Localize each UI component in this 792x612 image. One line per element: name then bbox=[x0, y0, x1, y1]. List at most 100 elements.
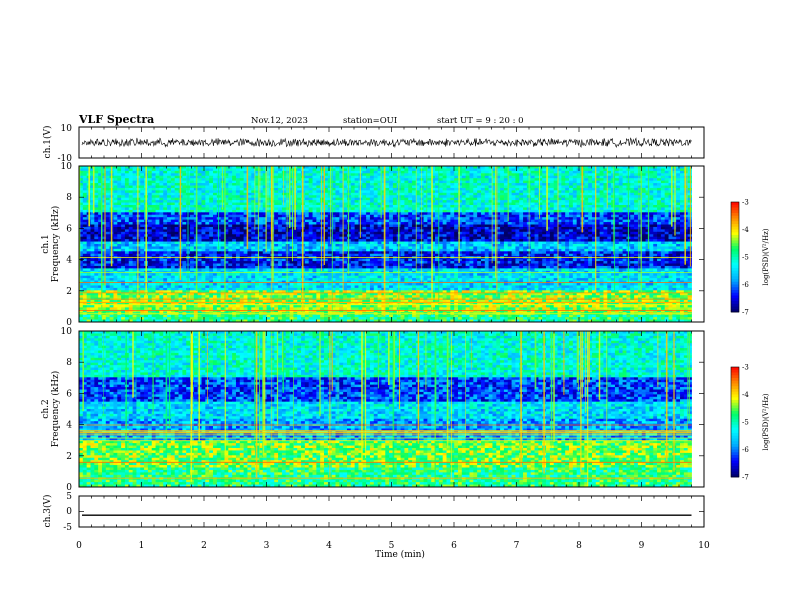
spectrogram-cell bbox=[641, 207, 646, 211]
spectrogram-cell bbox=[591, 195, 597, 199]
spectrogram-cell bbox=[630, 168, 635, 172]
spectrogram-cell bbox=[461, 185, 467, 189]
spectrogram-cell bbox=[457, 205, 463, 208]
spectrogram-cell bbox=[622, 219, 627, 223]
spectrogram-cell bbox=[182, 202, 187, 206]
spectrogram-cell bbox=[159, 214, 164, 218]
spectrogram-cell bbox=[350, 178, 356, 182]
spectrogram-cell bbox=[549, 209, 555, 213]
spectrogram-cell bbox=[224, 224, 229, 228]
spectrogram-cell bbox=[431, 192, 436, 196]
spectrogram-cell bbox=[664, 214, 669, 218]
spectrogram-cell bbox=[147, 202, 153, 206]
spectrogram-cell bbox=[660, 224, 666, 228]
spectrogram-cell bbox=[653, 168, 658, 172]
spectrogram-cell bbox=[653, 200, 658, 203]
spectrogram-cell bbox=[668, 173, 673, 177]
spectrogram-cell bbox=[82, 236, 88, 240]
spectrogram-cell bbox=[576, 222, 581, 225]
spectrogram-cell bbox=[381, 205, 386, 208]
spectrogram-cell bbox=[369, 219, 375, 223]
spectrogram-cell bbox=[136, 166, 141, 169]
spectrogram-cell bbox=[400, 183, 405, 186]
spectrogram-cell bbox=[561, 212, 566, 216]
spectrogram-cell bbox=[331, 197, 336, 201]
spectrogram-cell bbox=[465, 195, 470, 199]
spectrogram-cell bbox=[438, 214, 444, 218]
spectrogram-cell bbox=[634, 205, 639, 208]
spectrogram-cell bbox=[480, 219, 486, 223]
spectrogram-cell bbox=[427, 190, 432, 194]
spectrogram-cell bbox=[220, 212, 225, 216]
spectrogram-cell bbox=[595, 183, 601, 186]
spectrogram-cell bbox=[450, 192, 455, 196]
spectrogram-cell bbox=[630, 170, 635, 174]
spectrogram-cell bbox=[507, 214, 512, 218]
spectrogram-cell bbox=[281, 195, 287, 199]
spectrogram-cell bbox=[140, 192, 145, 196]
spectrogram-cell bbox=[205, 166, 210, 169]
spectrogram-cell bbox=[404, 178, 409, 182]
spectrogram-cell bbox=[258, 222, 264, 225]
spectrogram-cell bbox=[488, 175, 493, 179]
spectrogram-cell bbox=[98, 178, 103, 182]
spectrogram-cell bbox=[339, 214, 344, 218]
spectrogram-cell bbox=[151, 224, 156, 228]
spectrogram-cell bbox=[324, 190, 329, 194]
spectrogram-cell bbox=[569, 185, 574, 189]
spectrogram-cell bbox=[209, 170, 214, 174]
spectrogram-cell bbox=[584, 187, 589, 191]
spectrogram-cell bbox=[603, 229, 608, 233]
spectrogram-cell bbox=[105, 183, 111, 186]
spectrogram-cell bbox=[664, 231, 669, 235]
spectrogram-cell bbox=[660, 231, 666, 235]
spectrogram-cell bbox=[247, 187, 252, 191]
spectrogram-cell bbox=[350, 209, 356, 213]
spectrogram-cell bbox=[423, 170, 428, 174]
spectrogram-cell bbox=[167, 170, 172, 174]
spectrogram-cell bbox=[304, 170, 310, 174]
spectrogram-cell bbox=[366, 217, 371, 221]
spectrogram-cell bbox=[603, 168, 608, 172]
spectrogram-cell bbox=[435, 195, 440, 199]
spectrogram-cell bbox=[98, 231, 103, 235]
spectrogram-cell bbox=[637, 231, 643, 235]
spectrogram-cell bbox=[400, 192, 405, 196]
spectrogram-cell bbox=[595, 212, 601, 216]
spectrogram-cell bbox=[297, 200, 302, 203]
spectrogram-cell bbox=[82, 190, 88, 194]
spectrogram-cell bbox=[542, 180, 547, 184]
spectrogram-cell bbox=[339, 168, 344, 172]
spectrogram-cell bbox=[557, 170, 562, 174]
spectrogram-cell bbox=[362, 166, 367, 169]
spectrogram-cell bbox=[174, 168, 179, 172]
spectrogram-cell bbox=[641, 195, 646, 199]
spectrogram-cell bbox=[477, 175, 482, 179]
spectrogram-cell bbox=[274, 183, 279, 186]
spectrogram-cell bbox=[377, 190, 382, 194]
spectrogram-cell bbox=[492, 185, 497, 189]
spectrogram-cell bbox=[400, 209, 405, 213]
spectrogram-cell bbox=[174, 178, 179, 182]
spectrogram-cell bbox=[603, 207, 608, 211]
spectrogram-cell bbox=[557, 200, 562, 203]
spectrogram-cell bbox=[136, 183, 141, 186]
spectrogram-cell bbox=[595, 236, 601, 240]
spectrogram-cell bbox=[687, 231, 692, 235]
spectrogram-cell bbox=[316, 180, 321, 184]
spectrogram-cell bbox=[327, 212, 333, 216]
spectrogram-cell bbox=[630, 195, 635, 199]
spectrogram-cell bbox=[507, 229, 512, 233]
spectrogram-cell bbox=[339, 231, 344, 235]
spectrogram-cell bbox=[404, 231, 409, 235]
spectrogram-cell bbox=[515, 234, 520, 238]
spectrogram-cell bbox=[549, 187, 555, 191]
spectrogram-cell bbox=[90, 200, 95, 203]
spectrogram-cell bbox=[637, 180, 643, 184]
spectrogram-cell bbox=[515, 205, 520, 208]
spectrogram-cell bbox=[622, 195, 627, 199]
spectrogram-cell bbox=[515, 195, 520, 199]
spectrogram-cell bbox=[492, 170, 497, 174]
spectrogram-cell bbox=[603, 178, 608, 182]
spectrogram-cell bbox=[278, 178, 283, 182]
